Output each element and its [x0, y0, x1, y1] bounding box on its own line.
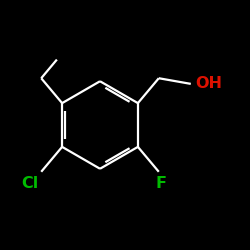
Text: OH: OH — [195, 76, 222, 91]
Text: Cl: Cl — [21, 176, 38, 191]
Text: F: F — [155, 176, 166, 191]
